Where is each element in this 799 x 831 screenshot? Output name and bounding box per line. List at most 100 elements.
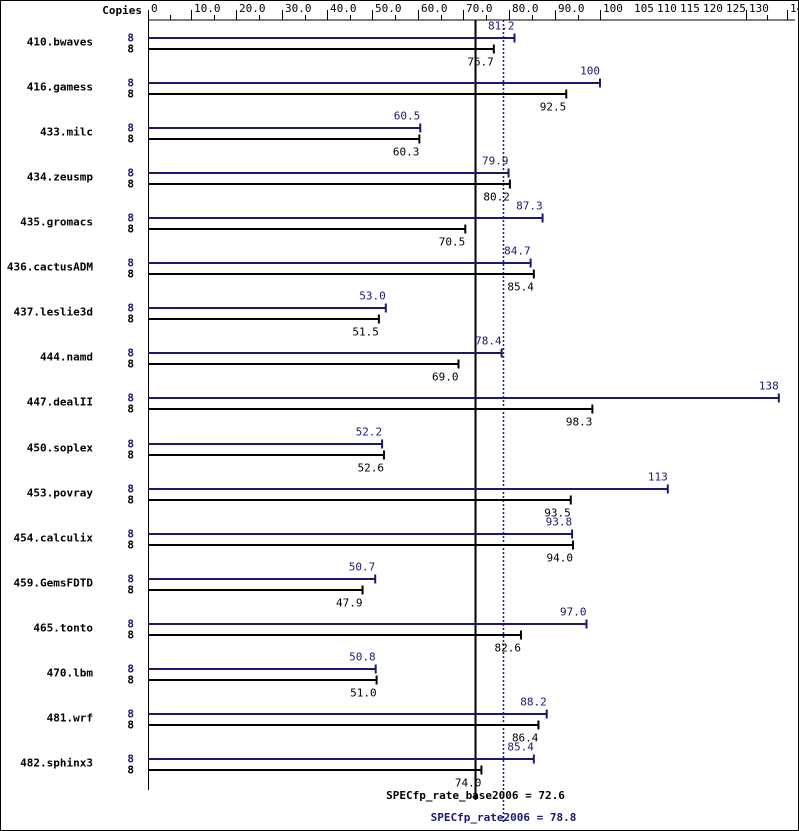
- base-reference-label: SPECfp_rate_base2006 = 72.6: [386, 789, 565, 802]
- x-tick-label: 100: [603, 2, 623, 15]
- base-copies-label: 8: [127, 584, 134, 597]
- base-copies-label: 8: [127, 719, 134, 732]
- benchmark-row: 459.GemsFDTD 8 50.7 8 47.9: [14, 561, 377, 610]
- benchmark-name: 433.milc: [40, 126, 93, 139]
- benchmark-row: 433.milc 8 60.5 8 60.3: [40, 110, 422, 159]
- peak-value-label: 87.3: [516, 200, 543, 213]
- benchmark-name: 481.wrf: [47, 712, 93, 725]
- benchmark-name: 450.soplex: [27, 442, 94, 455]
- x-tick-label: 70.0: [466, 2, 493, 15]
- peak-value-label: 97.0: [560, 606, 587, 619]
- x-tick-label: 0: [151, 2, 158, 15]
- base-copies-label: 8: [127, 449, 134, 462]
- x-tick-label: 125: [726, 2, 746, 15]
- x-tick-label: 20.0: [239, 2, 266, 15]
- peak-value-label: 52.2: [356, 426, 383, 439]
- benchmark-name: 465.tonto: [33, 622, 93, 635]
- benchmark-name: 437.leslie3d: [14, 306, 93, 319]
- base-value-label: 60.3: [393, 146, 420, 159]
- base-value-label: 85.4: [507, 281, 534, 294]
- peak-copies-label: 8: [127, 483, 134, 496]
- benchmark-name: 453.povray: [27, 487, 94, 500]
- benchmark-row: 454.calculix 8 93.8 8 94.0: [14, 516, 574, 565]
- x-tick-label: 40.0: [330, 2, 357, 15]
- base-copies-label: 8: [127, 358, 134, 371]
- peak-value-label: 50.7: [349, 561, 376, 574]
- base-value-label: 94.0: [547, 552, 574, 565]
- peak-copies-label: 8: [127, 753, 134, 766]
- base-copies-label: 8: [127, 674, 134, 687]
- x-tick-label: 115: [680, 2, 700, 15]
- peak-value-label: 53.0: [359, 290, 386, 303]
- peak-copies-label: 8: [127, 618, 134, 631]
- peak-value-label: 138: [759, 380, 779, 393]
- peak-copies-label: 8: [127, 302, 134, 315]
- peak-value-label: 78.4: [475, 335, 502, 348]
- benchmark-row: 450.soplex 8 52.2 8 52.6: [27, 426, 385, 475]
- peak-value-label: 88.2: [520, 696, 547, 709]
- base-value-label: 76.7: [467, 56, 494, 69]
- peak-copies-label: 8: [127, 528, 134, 541]
- benchmark-name: 482.sphinx3: [20, 757, 93, 770]
- reference-lines: [474, 20, 505, 823]
- reference-labels: SPECfp_rate_base2006 = 72.6 SPECfp_rate20…: [386, 789, 576, 824]
- benchmark-row: 410.bwaves 8 81.2 8 76.7: [27, 20, 516, 69]
- base-value-label: 52.6: [357, 462, 384, 475]
- benchmark-row: 482.sphinx3 8 85.4 8 74.0: [20, 741, 535, 790]
- benchmark-name: 416.gamess: [27, 81, 93, 94]
- base-copies-label: 8: [127, 629, 134, 642]
- base-value-label: 93.5: [544, 507, 571, 520]
- x-tick-label: 120: [703, 2, 723, 15]
- peak-value-label: 60.5: [394, 110, 421, 123]
- base-value-label: 47.9: [336, 597, 363, 610]
- x-tick-label: 105: [634, 2, 654, 15]
- x-tick-label: 10.0: [194, 2, 221, 15]
- peak-copies-label: 8: [127, 347, 134, 360]
- peak-copies-label: 8: [127, 708, 134, 721]
- benchmark-name: 435.gromacs: [20, 216, 93, 229]
- peak-reference-label: SPECfp_rate2006 = 78.8: [431, 811, 577, 824]
- benchmark-row: 437.leslie3d 8 53.0 8 51.5: [14, 290, 387, 339]
- base-value-label: 86.4: [512, 732, 539, 745]
- benchmark-row: 481.wrf 8 88.2 8 86.4: [47, 696, 548, 745]
- base-value-label: 69.0: [432, 371, 459, 384]
- copies-axis-label: Copies: [102, 4, 142, 17]
- base-copies-label: 8: [127, 88, 134, 101]
- peak-copies-label: 8: [127, 77, 134, 90]
- x-tick-label: 80.0: [512, 2, 539, 15]
- benchmark-name: 447.dealII: [27, 396, 93, 409]
- benchmark-row: 453.povray 8 113 8 93.5: [27, 471, 669, 520]
- x-axis: Copies 0 10.0 20.0 30.0 40.0 50.0 60.0 70.0 80.0…: [102, 2, 799, 790]
- benchmark-name: 410.bwaves: [27, 36, 93, 49]
- peak-value-label: 50.8: [349, 651, 376, 664]
- benchmark-row: 465.tonto 8 97.0 8 82.6: [33, 606, 588, 655]
- base-copies-label: 8: [127, 313, 134, 326]
- base-copies-label: 8: [127, 403, 134, 416]
- base-copies-label: 8: [127, 268, 134, 281]
- peak-value-label: 85.4: [507, 741, 534, 754]
- x-tick-label: 110: [657, 2, 677, 15]
- x-tick-label: 140: [790, 2, 799, 15]
- benchmark-name: 434.zeusmp: [27, 171, 94, 184]
- peak-value-label: 84.7: [504, 245, 531, 258]
- benchmark-row: 447.dealII 8 138 8 98.3: [27, 380, 780, 429]
- peak-value-label: 79.9: [482, 155, 509, 168]
- peak-copies-label: 8: [127, 392, 134, 405]
- peak-value-label: 113: [648, 471, 668, 484]
- benchmark-row: 435.gromacs 8 87.3 8 70.5: [20, 200, 544, 249]
- peak-copies-label: 8: [127, 167, 134, 180]
- base-copies-label: 8: [127, 539, 134, 552]
- benchmark-row: 416.gamess 8 100 8 92.5: [27, 65, 601, 114]
- peak-value-label: 100: [580, 65, 600, 78]
- peak-copies-label: 8: [127, 257, 134, 270]
- peak-copies-label: 8: [127, 438, 134, 451]
- benchmark-name: 454.calculix: [14, 532, 94, 545]
- benchmark-name: 459.GemsFDTD: [14, 577, 94, 590]
- benchmark-name: 444.namd: [40, 351, 93, 364]
- base-value-label: 74.0: [455, 777, 482, 790]
- benchmark-name: 470.lbm: [47, 667, 94, 680]
- base-copies-label: 8: [127, 133, 134, 146]
- benchmark-row: 470.lbm 8 50.8 8 51.0: [47, 651, 378, 700]
- base-value-label: 51.5: [352, 326, 379, 339]
